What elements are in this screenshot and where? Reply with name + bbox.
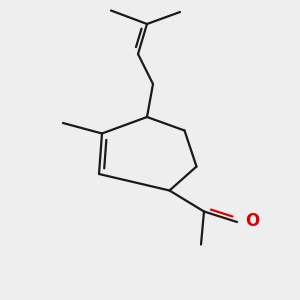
Text: O: O xyxy=(245,212,260,230)
